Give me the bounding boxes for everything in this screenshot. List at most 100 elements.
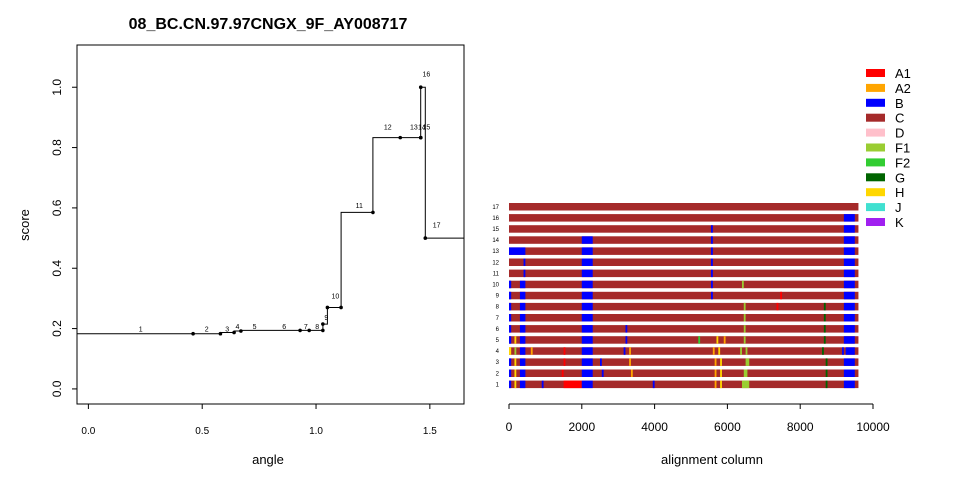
- alignment-segment: [563, 347, 566, 355]
- alignment-segment: [625, 325, 628, 333]
- score-point-label: 14: [418, 124, 426, 131]
- score-x-tick-label: 0.0: [81, 426, 95, 437]
- alignment-row: 2: [496, 369, 859, 377]
- alignment-row-label: 3: [496, 360, 500, 366]
- alignment-segment: [720, 380, 722, 389]
- score-x-tick-label: 0.5: [195, 426, 209, 437]
- legend-label: B: [895, 96, 904, 111]
- alignment-segment: [711, 280, 713, 289]
- alignment-segment: [519, 325, 526, 333]
- alignment-segment: [843, 369, 855, 377]
- alignment-row-base: [509, 380, 859, 389]
- alignment-row-base: [509, 247, 859, 255]
- alignment-segment: [519, 314, 526, 322]
- alignment-segment: [711, 258, 713, 266]
- alignment-row-label: 5: [496, 338, 500, 344]
- alignment-segment: [519, 380, 526, 389]
- alignment-row: 10: [492, 280, 859, 289]
- alignment-segment: [740, 347, 742, 355]
- alignment-segment: [843, 325, 855, 333]
- legend-swatch: [866, 173, 885, 182]
- score-point-label: 12: [384, 124, 392, 131]
- alignment-segment: [743, 314, 746, 322]
- alignment-segment: [519, 291, 526, 300]
- score-x-tick-label: 1.5: [423, 426, 437, 437]
- score-point: [371, 210, 375, 215]
- alignment-segment: [581, 358, 593, 366]
- alignment-segment: [581, 247, 593, 255]
- alignment-segment: [843, 336, 855, 344]
- legend-label: F2: [895, 155, 910, 170]
- score-point-label: 8: [315, 324, 319, 331]
- alignment-row-label: 10: [492, 282, 499, 288]
- alignment-segment: [845, 347, 855, 355]
- alignment-row-base: [509, 336, 859, 344]
- score-point-label: 3: [225, 327, 229, 334]
- legend-label: K: [895, 215, 904, 230]
- alignment-segment: [509, 369, 512, 377]
- score-point: [232, 330, 236, 335]
- alignment-segment: [519, 280, 526, 289]
- alignment-segment: [843, 269, 855, 278]
- alignment-segment: [601, 369, 604, 377]
- score-y-tick-label: 0.6: [50, 199, 64, 216]
- alignment-segment: [581, 302, 593, 311]
- score-point-label: 13: [410, 124, 418, 131]
- score-point-label: 6: [282, 324, 286, 331]
- score-point-label: 10: [331, 293, 339, 300]
- legend-label: G: [895, 170, 905, 185]
- alignment-row: 12: [492, 258, 859, 266]
- alignment-x-tick-label: 0: [506, 420, 513, 434]
- alignment-segment: [843, 258, 855, 266]
- alignment-segment: [825, 380, 828, 389]
- alignment-segment: [519, 302, 526, 311]
- legend-label: A2: [895, 81, 911, 96]
- alignment-segment: [581, 291, 593, 300]
- alignment-rows: 17 16 15 14 13 12 11 10 9 8 7 6 5 4 3 2 1: [492, 203, 859, 389]
- score-plot-frame: [76, 44, 465, 405]
- score-point: [298, 328, 302, 333]
- alignment-row: 1: [496, 380, 859, 389]
- score-point: [307, 328, 312, 333]
- legend-swatch: [866, 128, 885, 137]
- alignment-row-label: 8: [496, 305, 500, 311]
- alignment-segment: [581, 280, 593, 289]
- alignment-segment: [509, 347, 512, 355]
- alignment-segment: [530, 347, 533, 355]
- score-point: [321, 322, 325, 326]
- alignment-row-base: [509, 325, 859, 333]
- alignment-segment: [523, 258, 526, 266]
- alignment-segment: [519, 369, 526, 377]
- alignment-row-base: [509, 214, 859, 222]
- alignment-segment: [561, 369, 564, 377]
- alignment-x-tick-label: 2000: [568, 420, 595, 434]
- alignment-row: 17: [492, 203, 859, 211]
- alignment-row-base: [509, 347, 859, 355]
- alignment-segment: [523, 269, 526, 278]
- alignment-segment: [711, 225, 713, 233]
- alignment-segment: [823, 336, 826, 344]
- score-y-tick-label: 0.2: [50, 320, 64, 337]
- alignment-segment: [714, 369, 717, 377]
- alignment-segment: [843, 302, 855, 311]
- alignment-segment: [743, 369, 748, 377]
- alignment-segment: [720, 358, 722, 366]
- alignment-segment: [514, 358, 517, 366]
- alignment-row-base: [509, 314, 859, 322]
- alignment-row-base: [509, 291, 859, 300]
- score-point-label: 9: [324, 315, 328, 322]
- alignment-segment: [581, 314, 593, 322]
- score-point: [218, 331, 223, 336]
- legend-swatch: [866, 113, 885, 122]
- alignment-segment: [843, 247, 855, 255]
- score-axes: 0.0 0.5 1.0 1.5 0.0 0.2 0.4 0.6 0.8 1.0: [50, 79, 437, 437]
- alignment-segment: [514, 380, 517, 389]
- alignment-row-label: 6: [496, 327, 500, 333]
- score-x-tick-label: 1.0: [309, 426, 323, 437]
- score-point-label: 15: [423, 124, 431, 131]
- alignment-row-base: [509, 302, 859, 311]
- score-point-label: 2: [205, 327, 209, 334]
- alignment-row: 14: [492, 236, 859, 244]
- alignment-segment: [780, 291, 782, 300]
- alignment-segment: [519, 336, 526, 344]
